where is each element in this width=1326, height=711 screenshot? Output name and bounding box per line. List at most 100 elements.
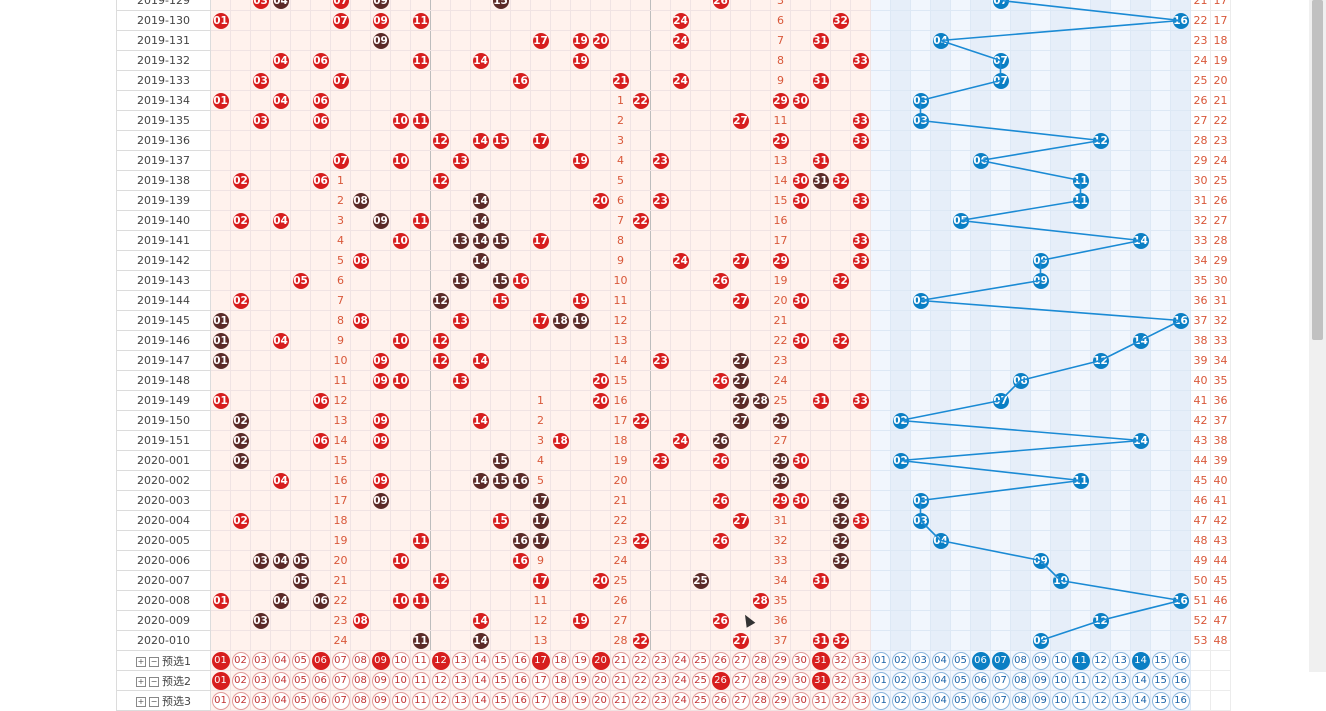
pick-red-17[interactable]: 17 [531, 671, 550, 690]
pick-red-08[interactable]: 08 [351, 691, 370, 710]
pick-blue-14[interactable]: 14 [1131, 691, 1150, 710]
pick-red-29[interactable]: 29 [771, 651, 790, 670]
pick-red-09[interactable]: 09 [371, 671, 390, 690]
pick-red-13[interactable]: 13 [451, 691, 470, 710]
pick-blue-06[interactable]: 06 [971, 651, 990, 670]
pick-blue-08[interactable]: 08 [1011, 671, 1030, 690]
pick-red-10[interactable]: 10 [391, 691, 410, 710]
pick-red-33[interactable]: 33 [851, 671, 870, 690]
pick-red-21[interactable]: 21 [611, 671, 630, 690]
pick-blue-12[interactable]: 12 [1091, 691, 1110, 710]
pick-red-15[interactable]: 15 [491, 651, 510, 670]
pick-red-12[interactable]: 12 [431, 671, 450, 690]
pick-blue-05[interactable]: 05 [951, 691, 970, 710]
pick-red-15[interactable]: 15 [491, 691, 510, 710]
pick-red-24[interactable]: 24 [671, 671, 690, 690]
pick-blue-10[interactable]: 10 [1051, 691, 1070, 710]
pick-red-27[interactable]: 27 [731, 651, 750, 670]
pick-blue-01[interactable]: 01 [871, 651, 890, 670]
pick-red-07[interactable]: 07 [331, 691, 350, 710]
pick-blue-07[interactable]: 07 [991, 651, 1010, 670]
pick-red-20[interactable]: 20 [591, 651, 610, 670]
pick-red-25[interactable]: 25 [691, 651, 710, 670]
pick-blue-05[interactable]: 05 [951, 651, 970, 670]
pick-red-05[interactable]: 05 [291, 651, 310, 670]
pick-red-18[interactable]: 18 [551, 671, 570, 690]
pick-red-22[interactable]: 22 [631, 651, 650, 670]
pick-red-26[interactable]: 26 [711, 651, 730, 670]
pick-blue-11[interactable]: 11 [1071, 671, 1090, 690]
pick-red-19[interactable]: 19 [571, 671, 590, 690]
pick-blue-12[interactable]: 12 [1091, 671, 1110, 690]
pick-red-30[interactable]: 30 [791, 671, 810, 690]
pick-red-01[interactable]: 01 [211, 671, 230, 690]
pick-red-01[interactable]: 01 [211, 651, 230, 670]
pick-blue-01[interactable]: 01 [871, 671, 890, 690]
pick-blue-06[interactable]: 06 [971, 691, 990, 710]
pick-red-16[interactable]: 16 [511, 691, 530, 710]
pick-red-29[interactable]: 29 [771, 671, 790, 690]
pick-red-06[interactable]: 06 [311, 651, 330, 670]
pick-red-26[interactable]: 26 [711, 671, 730, 690]
pick-red-03[interactable]: 03 [251, 651, 270, 670]
pick-blue-13[interactable]: 13 [1111, 651, 1130, 670]
pick-red-06[interactable]: 06 [311, 691, 330, 710]
pick-red-11[interactable]: 11 [411, 691, 430, 710]
pick-blue-15[interactable]: 15 [1151, 651, 1170, 670]
pick-red-28[interactable]: 28 [751, 691, 770, 710]
pick-red-23[interactable]: 23 [651, 651, 670, 670]
pick-red-25[interactable]: 25 [691, 691, 710, 710]
collapse-icon[interactable]: − [149, 656, 159, 667]
pick-blue-04[interactable]: 04 [931, 651, 950, 670]
pick-blue-10[interactable]: 10 [1051, 671, 1070, 690]
pick-red-33[interactable]: 33 [851, 691, 870, 710]
pick-red-04[interactable]: 04 [271, 651, 290, 670]
pick-blue-13[interactable]: 13 [1111, 691, 1130, 710]
pick-blue-05[interactable]: 05 [951, 671, 970, 690]
pick-red-01[interactable]: 01 [211, 691, 230, 710]
pick-blue-08[interactable]: 08 [1011, 691, 1030, 710]
pick-blue-03[interactable]: 03 [911, 651, 930, 670]
pick-red-07[interactable]: 07 [331, 651, 350, 670]
pick-red-10[interactable]: 10 [391, 671, 410, 690]
pick-blue-09[interactable]: 09 [1031, 691, 1050, 710]
pick-blue-02[interactable]: 02 [891, 691, 910, 710]
pick-red-08[interactable]: 08 [351, 671, 370, 690]
pick-red-24[interactable]: 24 [671, 651, 690, 670]
pick-red-19[interactable]: 19 [571, 651, 590, 670]
pick-red-22[interactable]: 22 [631, 691, 650, 710]
pick-blue-09[interactable]: 09 [1031, 671, 1050, 690]
pick-blue-02[interactable]: 02 [891, 671, 910, 690]
pick-red-26[interactable]: 26 [711, 691, 730, 710]
pick-red-18[interactable]: 18 [551, 651, 570, 670]
pick-blue-16[interactable]: 16 [1171, 691, 1190, 710]
pick-red-04[interactable]: 04 [271, 691, 290, 710]
pick-blue-14[interactable]: 14 [1131, 671, 1150, 690]
pick-red-09[interactable]: 09 [371, 691, 390, 710]
pick-blue-11[interactable]: 11 [1071, 651, 1090, 670]
pick-red-16[interactable]: 16 [511, 671, 530, 690]
pick-blue-06[interactable]: 06 [971, 671, 990, 690]
pick-red-19[interactable]: 19 [571, 691, 590, 710]
pick-blue-01[interactable]: 01 [871, 691, 890, 710]
pick-red-28[interactable]: 28 [751, 651, 770, 670]
pick-red-24[interactable]: 24 [671, 691, 690, 710]
pick-red-27[interactable]: 27 [731, 671, 750, 690]
pick-red-25[interactable]: 25 [691, 671, 710, 690]
pick-red-30[interactable]: 30 [791, 691, 810, 710]
pick-red-12[interactable]: 12 [431, 651, 450, 670]
pick-blue-13[interactable]: 13 [1111, 671, 1130, 690]
pick-blue-09[interactable]: 09 [1031, 651, 1050, 670]
pick-blue-03[interactable]: 03 [911, 691, 930, 710]
pick-red-04[interactable]: 04 [271, 671, 290, 690]
pick-blue-08[interactable]: 08 [1011, 651, 1030, 670]
pick-red-12[interactable]: 12 [431, 691, 450, 710]
expand-icon[interactable]: + [136, 676, 146, 687]
pick-blue-11[interactable]: 11 [1071, 691, 1090, 710]
pick-red-32[interactable]: 32 [831, 671, 850, 690]
expand-icon[interactable]: + [136, 696, 146, 707]
vertical-scrollbar[interactable] [1309, 0, 1326, 672]
pick-red-17[interactable]: 17 [531, 651, 550, 670]
pick-red-32[interactable]: 32 [831, 651, 850, 670]
pick-red-11[interactable]: 11 [411, 651, 430, 670]
